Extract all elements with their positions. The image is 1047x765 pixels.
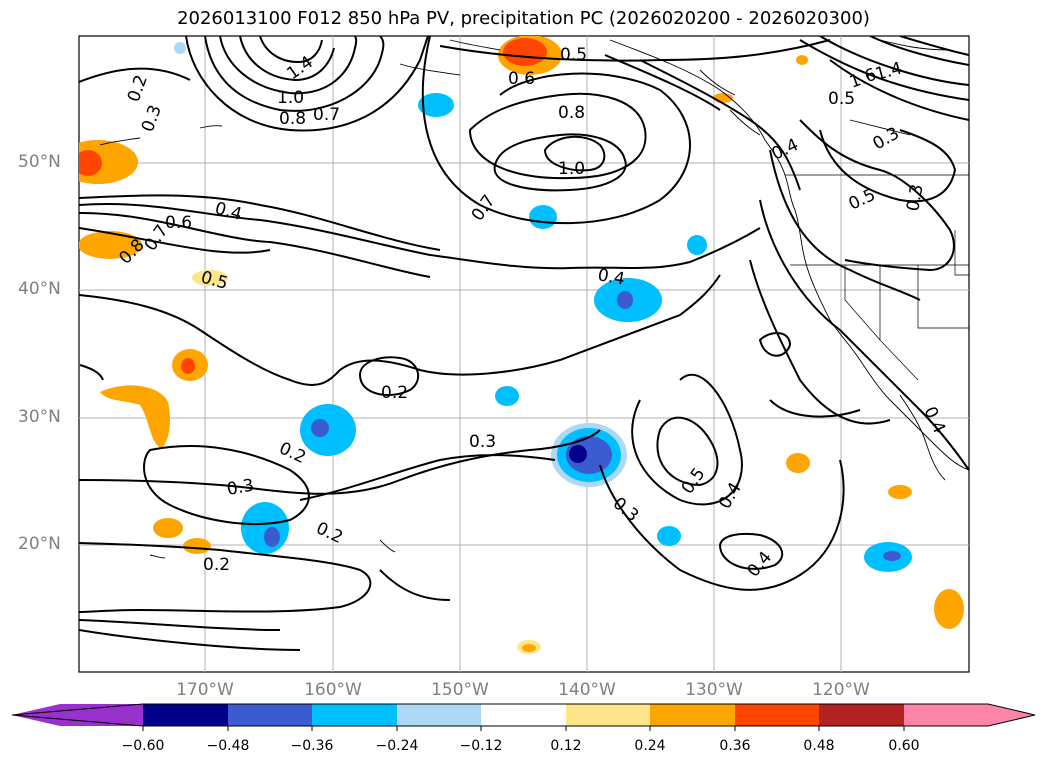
borders [785, 174, 969, 381]
colorbar-tick-label: 0.48 [803, 738, 835, 754]
colorbar [11, 703, 1036, 731]
plot-frame [78, 35, 970, 673]
contour-label: 1.0 [277, 88, 304, 108]
contour-label: 0.3 [469, 432, 496, 452]
colorbar-cell [566, 704, 650, 726]
colorbar-cell [312, 704, 397, 726]
colorbar-cell [228, 704, 312, 726]
contour-label: 0.5 [560, 45, 587, 65]
map-title: 2026013100 F012 850 hPa PV, precipitatio… [177, 8, 870, 29]
colorbar-tick-label: −0.48 [206, 738, 250, 754]
lon-label: 130°W [685, 680, 743, 700]
lat-label: 20°N [18, 534, 61, 554]
lon-label: 160°W [304, 680, 362, 700]
colorbar-tick-label: 0.12 [550, 738, 582, 754]
contour-label: 0.5 [828, 89, 855, 109]
contour-label: 0.6 [508, 69, 535, 89]
colorbar-tick-label: −0.24 [375, 738, 419, 754]
contour-labels: 0.2 0.3 1.4 1.0 0.8 0.7 0.6 0.5 0.8 1.0 … [115, 45, 949, 581]
coastlines [99, 39, 969, 559]
lat-label: 30°N [18, 407, 61, 427]
contour-label: 0.8 [558, 103, 585, 123]
contour-label: 0.3 [225, 476, 255, 500]
colorbar-tick-label: −0.60 [121, 738, 165, 754]
precip-positive-areas [79, 36, 964, 654]
colorbar-extend-low [12, 704, 143, 726]
gridlines [79, 36, 969, 672]
contour-label: 0.2 [381, 383, 408, 403]
contour-label: 0.3 [903, 183, 927, 213]
colorbar-tick-label: −0.36 [290, 738, 334, 754]
lon-label: 120°W [812, 680, 870, 700]
colorbar-cell [143, 704, 228, 726]
lon-label: 140°W [558, 680, 616, 700]
colorbar-cell [650, 704, 735, 726]
colorbar-cell [904, 704, 988, 726]
colorbar-extend-high [988, 704, 1035, 726]
contour-label: 0.7 [313, 105, 340, 125]
contour-label: 1.0 [558, 159, 585, 179]
colorbar-cell [735, 704, 819, 726]
colorbar-cell [397, 704, 481, 726]
colorbar-cell [481, 704, 566, 726]
contour-label: 0.2 [203, 555, 230, 575]
contour-label: 0.8 [279, 109, 306, 129]
lat-label: 50°N [18, 152, 61, 172]
colorbar-tick-label: −0.12 [459, 738, 503, 754]
contour-label: 0.6 [165, 213, 192, 233]
colorbar-tick-label: 0.24 [634, 738, 666, 754]
lon-label: 150°W [431, 680, 489, 700]
lat-label: 40°N [18, 279, 61, 299]
colorbar-cell [819, 704, 904, 726]
colorbar-tick-label: 0.36 [719, 738, 751, 754]
lon-label: 170°W [176, 680, 234, 700]
contour-label: 0.4 [596, 265, 626, 289]
colorbar-tick-label: 0.60 [888, 738, 920, 754]
precip-negative-areas [174, 42, 912, 572]
